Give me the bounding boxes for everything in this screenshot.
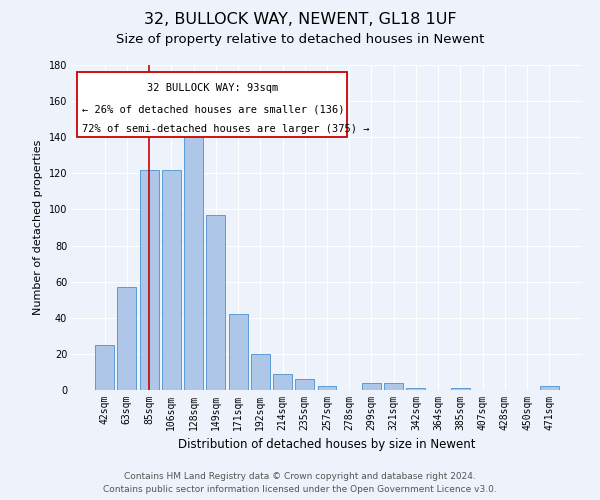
Text: ← 26% of detached houses are smaller (136): ← 26% of detached houses are smaller (13…: [82, 104, 344, 114]
Bar: [406, 388, 425, 390]
Text: Size of property relative to detached houses in Newent: Size of property relative to detached ho…: [116, 32, 484, 46]
Bar: [362, 383, 381, 390]
X-axis label: Distribution of detached houses by size in Newent: Distribution of detached houses by size …: [178, 438, 476, 452]
Bar: [251, 354, 270, 390]
Bar: [273, 374, 292, 390]
Bar: [451, 388, 470, 390]
FancyBboxPatch shape: [77, 72, 347, 136]
Text: 72% of semi-detached houses are larger (375) →: 72% of semi-detached houses are larger (…: [82, 124, 370, 134]
Y-axis label: Number of detached properties: Number of detached properties: [33, 140, 43, 315]
Bar: [184, 134, 203, 390]
Bar: [95, 345, 114, 390]
Bar: [140, 170, 158, 390]
Bar: [540, 386, 559, 390]
Bar: [317, 386, 337, 390]
Bar: [206, 215, 225, 390]
Bar: [384, 383, 403, 390]
Bar: [118, 287, 136, 390]
Bar: [162, 170, 181, 390]
Text: 32, BULLOCK WAY, NEWENT, GL18 1UF: 32, BULLOCK WAY, NEWENT, GL18 1UF: [143, 12, 457, 28]
Bar: [295, 379, 314, 390]
Text: 32 BULLOCK WAY: 93sqm: 32 BULLOCK WAY: 93sqm: [146, 82, 278, 93]
Text: Contains HM Land Registry data © Crown copyright and database right 2024.
Contai: Contains HM Land Registry data © Crown c…: [103, 472, 497, 494]
Bar: [229, 314, 248, 390]
